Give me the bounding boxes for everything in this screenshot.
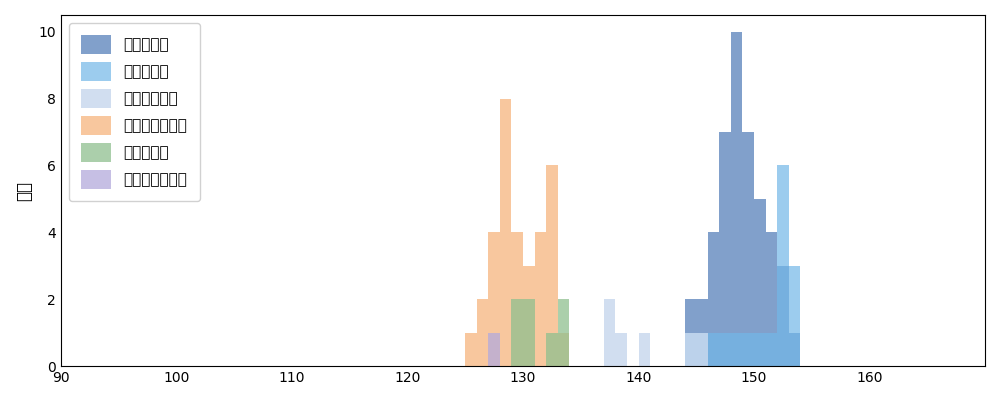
Polygon shape [511, 299, 569, 366]
Legend: ストレート, ツーシーム, カットボール, チェンジアップ, スライダー, ナックルカーブ: ストレート, ツーシーム, カットボール, チェンジアップ, スライダー, ナッ… [69, 23, 200, 201]
Polygon shape [685, 32, 800, 366]
Polygon shape [685, 166, 800, 366]
Polygon shape [604, 299, 708, 366]
Polygon shape [465, 99, 569, 366]
Polygon shape [488, 333, 500, 366]
Y-axis label: 球数: 球数 [15, 180, 33, 200]
